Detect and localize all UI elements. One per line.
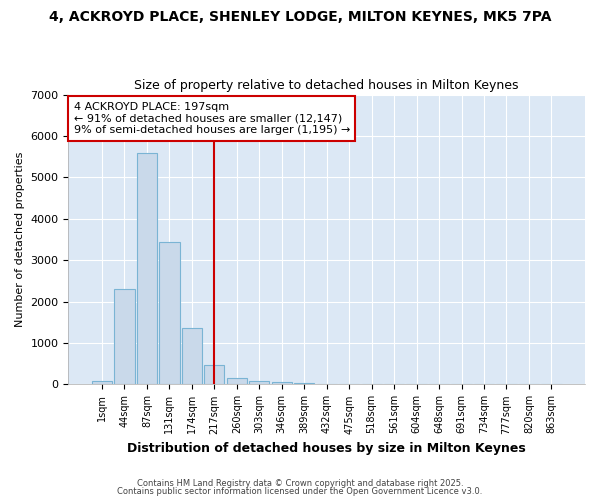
Y-axis label: Number of detached properties: Number of detached properties bbox=[15, 152, 25, 327]
Bar bbox=[227, 378, 247, 384]
Bar bbox=[272, 382, 292, 384]
Title: Size of property relative to detached houses in Milton Keynes: Size of property relative to detached ho… bbox=[134, 79, 519, 92]
Text: 4 ACKROYD PLACE: 197sqm
← 91% of detached houses are smaller (12,147)
9% of semi: 4 ACKROYD PLACE: 197sqm ← 91% of detache… bbox=[74, 102, 350, 135]
Text: Contains public sector information licensed under the Open Government Licence v3: Contains public sector information licen… bbox=[118, 487, 482, 496]
Bar bbox=[182, 328, 202, 384]
X-axis label: Distribution of detached houses by size in Milton Keynes: Distribution of detached houses by size … bbox=[127, 442, 526, 455]
Bar bbox=[137, 154, 157, 384]
Bar bbox=[92, 382, 112, 384]
Bar bbox=[159, 242, 179, 384]
Bar bbox=[204, 365, 224, 384]
Bar bbox=[115, 289, 134, 384]
Bar bbox=[294, 383, 314, 384]
Text: Contains HM Land Registry data © Crown copyright and database right 2025.: Contains HM Land Registry data © Crown c… bbox=[137, 478, 463, 488]
Bar bbox=[249, 382, 269, 384]
Text: 4, ACKROYD PLACE, SHENLEY LODGE, MILTON KEYNES, MK5 7PA: 4, ACKROYD PLACE, SHENLEY LODGE, MILTON … bbox=[49, 10, 551, 24]
